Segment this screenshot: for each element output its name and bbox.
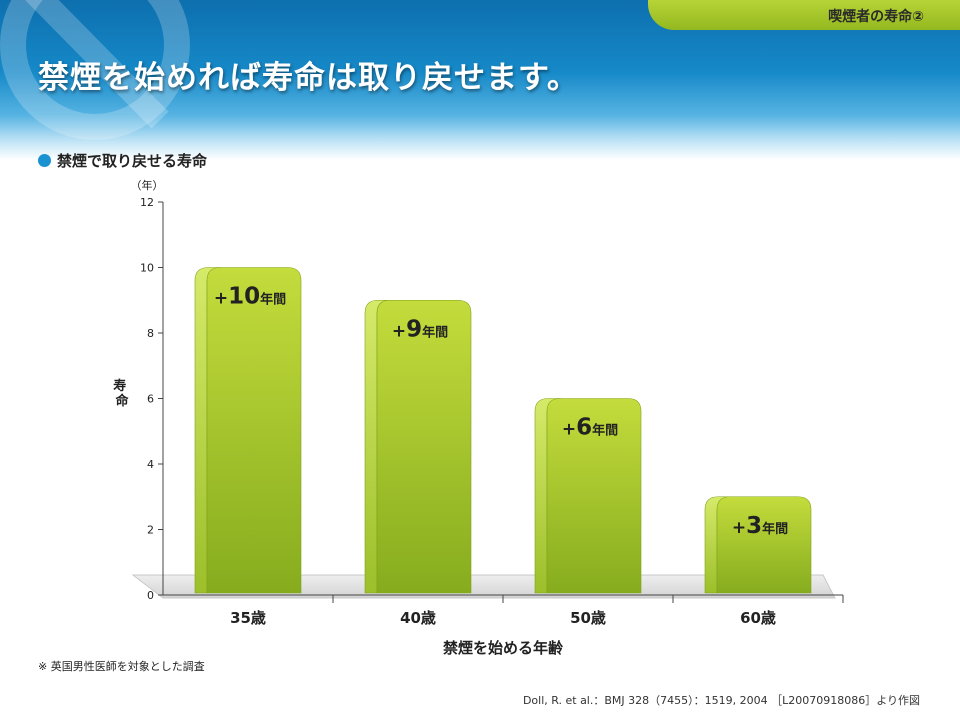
section-label: 禁煙で取り戻せる寿命 <box>57 152 208 170</box>
x-tick-label: 50歳 <box>570 609 606 627</box>
footnote: ※ 英国男性医師を対象とした調査 <box>38 660 205 673</box>
y-unit-label: （年） <box>131 178 164 192</box>
bullet-dot-icon <box>38 154 51 167</box>
bar-value-label: +3年間 <box>732 513 788 539</box>
bar-value-label: +10年間 <box>214 284 286 310</box>
y-tick-label: 6 <box>147 393 154 406</box>
bar-value-label: +6年間 <box>562 415 618 441</box>
y-tick-label: 12 <box>140 196 154 209</box>
citation: Doll, R. et al.：BMJ 328（7455）：1519, 2004… <box>522 694 920 707</box>
y-tick-label: 4 <box>147 458 154 471</box>
x-axis-title: 禁煙を始める年齢 <box>443 639 564 657</box>
no-smoking-watermark-icon <box>0 0 190 140</box>
bar <box>376 299 472 594</box>
y-tick-label: 2 <box>147 524 154 537</box>
section-heading: 禁煙で取り戻せる寿命 <box>38 150 207 171</box>
slide-tab: 喫煙者の寿命② <box>648 0 960 30</box>
y-tick-label: 0 <box>147 589 154 602</box>
bar-value-label: +9年間 <box>392 316 448 342</box>
y-tick-label: 10 <box>140 262 154 275</box>
y-tick-label: 8 <box>147 327 154 340</box>
bar <box>716 496 812 594</box>
bar <box>206 267 302 594</box>
x-tick-label: 40歳 <box>400 609 436 627</box>
page-title: 禁煙を始めれば寿命は取り戻せます。 <box>38 60 579 96</box>
slide-tab-label: 喫煙者の寿命② <box>828 9 924 25</box>
x-tick-label: 60歳 <box>740 609 776 627</box>
x-tick-label: 35歳 <box>230 609 266 627</box>
bar <box>546 398 642 594</box>
y-axis-label: 寿 命 <box>113 378 131 409</box>
